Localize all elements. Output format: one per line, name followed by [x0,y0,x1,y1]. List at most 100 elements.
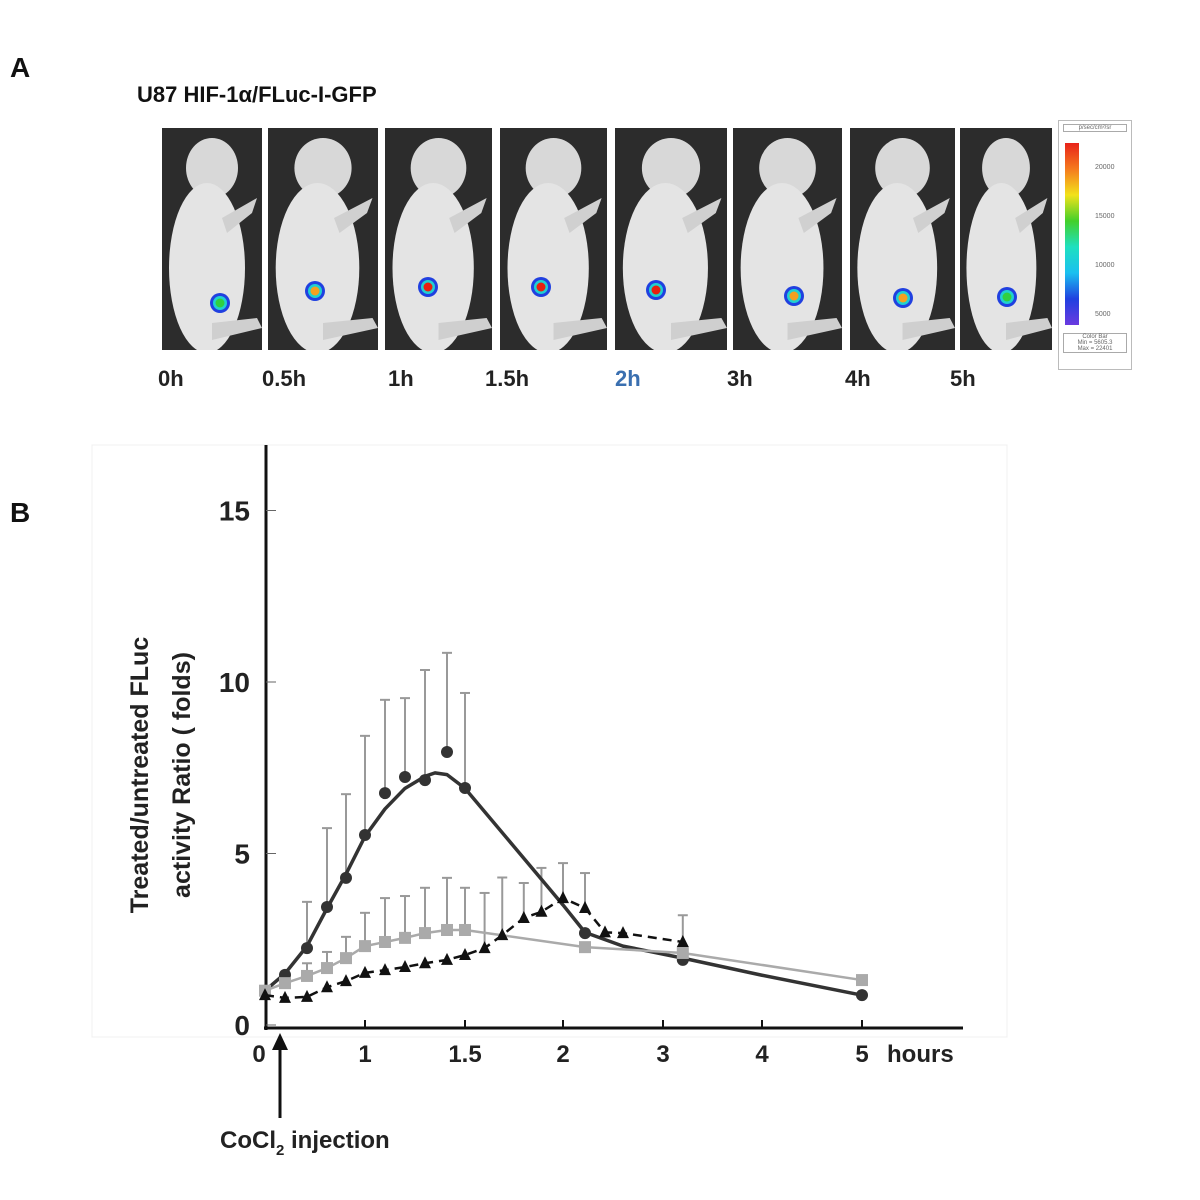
data-point-square [359,940,371,953]
timepoint-label: 1.5h [485,366,530,391]
color-bar-max: Max = 22401 [1077,346,1113,352]
timepoint-label: 0h [158,366,184,391]
color-bar-tick: 5000 [1095,311,1111,318]
data-point-square [340,952,352,965]
x-tick-label: 1.5 [448,1041,481,1068]
mouse-silhouette [740,138,842,350]
x-axis-label: hours [887,1041,954,1068]
data-point-triangle [676,934,689,947]
chart-frame [91,444,1008,1038]
data-point-triangle [535,904,548,917]
data-point-circle [359,828,371,841]
data-point-triangle [599,925,611,938]
color-bar: p/sec/cm²/sr 20000 15000 10000 5000 Colo… [1058,120,1132,370]
x-tick-label: 0 [252,1041,265,1068]
timepoint-label: 3h [727,366,753,391]
series-line-squares [264,928,863,992]
data-point-square [321,962,333,975]
data-point-square [279,977,291,990]
color-bar-min: Min = 5605.3 [1077,340,1113,346]
mouse-image-0h [162,128,262,350]
color-bar-tick: 15000 [1095,213,1115,220]
arrow-head-icon [272,1033,288,1050]
panel-b-letter: B [10,497,31,528]
data-point-circle [419,774,431,787]
color-bar-legend: Color Bar Min = 5605.3 Max = 22401 [1063,333,1127,353]
data-point-square [441,923,453,936]
mouse-silhouette [857,138,955,350]
timepoint-label: 4h [845,366,871,391]
mouse-silhouette [169,138,262,350]
x-tick-label: 4 [755,1041,769,1068]
data-point-triangle [441,952,453,965]
x-tick-label: 1 [358,1041,371,1068]
timepoint-label: 5h [950,366,976,391]
color-bar-unit: p/sec/cm²/sr [1063,124,1127,132]
data-point-triangle [517,910,530,923]
data-point-triangle [579,901,591,914]
data-point-square [459,923,471,936]
mouse-image-1h [385,128,492,350]
series-line-triangles [264,896,683,1000]
color-bar-tick: 10000 [1095,262,1115,269]
data-point-square [419,927,431,940]
data-point-circle [340,871,352,884]
injection-label: CoCl2 injection [220,1127,390,1159]
x-tick-label: 2 [556,1041,569,1068]
timepoint-label: 1h [388,366,414,391]
mouse-silhouette [507,138,607,350]
data-point-circle [441,745,453,758]
mouse-silhouette [392,138,492,350]
data-point-triangle [419,956,431,969]
data-point-square [579,941,591,954]
data-point-triangle [617,926,629,939]
data-point-triangle [399,960,411,973]
mouse-image-2h [615,128,727,350]
x-tick-label: 3 [656,1041,669,1068]
data-point-square [379,935,391,948]
mouse-silhouette [275,138,378,350]
color-bar-caption: Color Bar [1082,334,1108,340]
data-point-square [399,931,411,944]
mouse-image-3h [733,128,842,350]
data-point-circle [301,942,313,955]
data-point-triangle [359,965,371,978]
data-point-circle [399,771,411,784]
data-point-square [301,969,313,982]
x-tick-label: 5 [855,1041,868,1068]
data-point-triangle [301,989,313,1002]
mouse-silhouette [966,138,1052,350]
data-point-circle [321,901,333,914]
data-point-triangle [459,948,471,961]
panel-a-title: U87 HIF-1α/FLuc-I-GFP [137,82,377,107]
mouse-silhouette [622,138,727,350]
mouse-image-0.5h [268,128,378,350]
y-axis-label-line1: Treated/untreated FLuc [126,637,154,914]
data-point-triangle [379,963,391,976]
data-point-triangle [279,990,291,1003]
color-bar-gradient [1065,143,1079,325]
data-point-circle [379,787,391,800]
mouse-image-5h [960,128,1052,350]
data-point-triangle [496,928,509,941]
y-axis-label: Treated/untreated FLuc activity Ratio ( … [126,637,196,914]
panel-a-letter: A [10,52,31,83]
y-axis-label-line2: activity Ratio ( folds) [168,652,196,898]
y-tick-label: 0 [234,1010,250,1041]
data-point-triangle [557,891,569,904]
data-point-circle [459,781,471,794]
y-tick-label: 15 [219,496,250,527]
y-tick-label: 10 [219,667,250,698]
data-point-circle [856,989,868,1002]
mouse-image-1.5h [500,128,607,350]
y-tick-label: 5 [234,839,250,870]
data-point-triangle [340,974,352,987]
injection-annotation: CoCl2 injection [220,1033,390,1159]
data-point-circle [579,927,591,940]
color-bar-tick: 20000 [1095,164,1115,171]
data-point-square [676,946,689,959]
data-point-square [856,974,868,987]
data-point-triangle [478,941,491,954]
data-point-triangle [259,988,271,1001]
